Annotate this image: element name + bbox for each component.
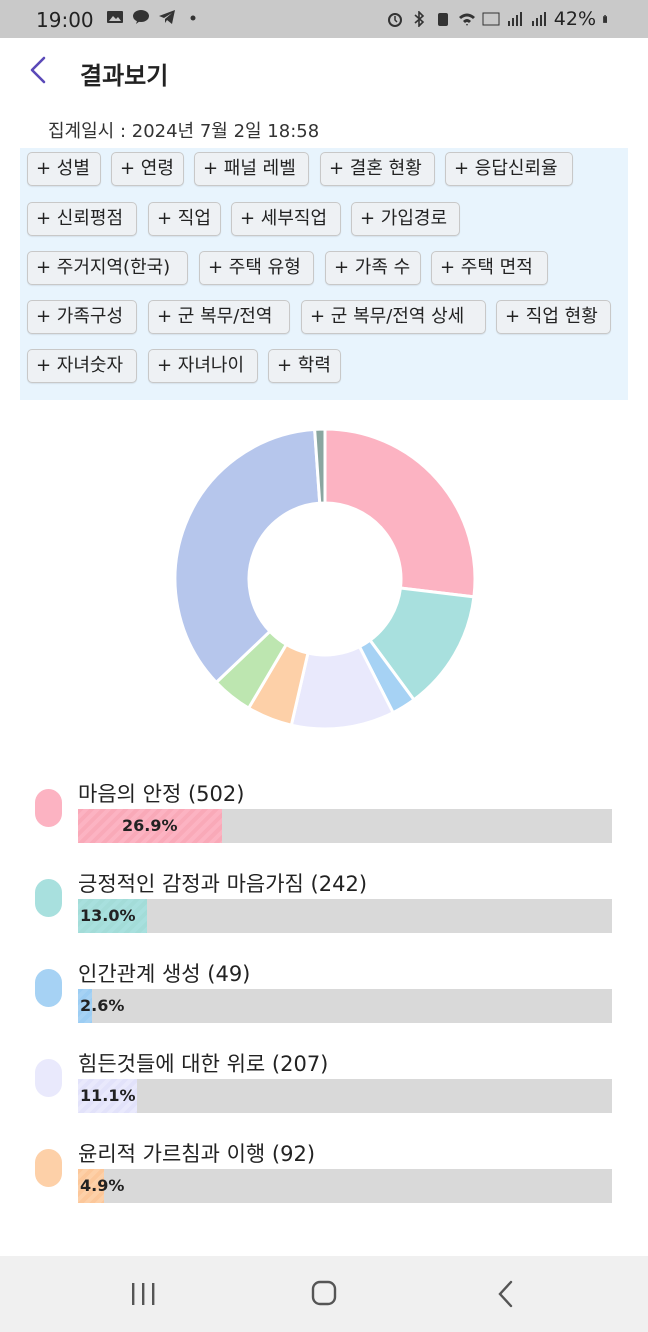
aggregate-datetime: 집계일시 : 2024년 7월 2일 18:58: [48, 121, 320, 142]
filter-chip-house-area[interactable]: + 주택 면적: [431, 251, 548, 285]
percent-bar-track: 11.1%: [78, 1079, 612, 1113]
filter-chip-job[interactable]: + 직업: [148, 202, 221, 236]
more-notifications-icon: [190, 15, 196, 21]
filter-chip-children-count[interactable]: + 자녀숫자: [27, 349, 137, 383]
percent-bar-track: 26.9%: [78, 809, 612, 843]
battery-percent: 42%: [553, 8, 596, 30]
gallery-icon: [107, 11, 123, 23]
home-icon[interactable]: [304, 1276, 344, 1312]
percent-bar-fill: [78, 899, 148, 933]
legend-label: 힘든것들에 대한 위로 (207): [78, 1052, 329, 1076]
percent-bar-track: 13.0%: [78, 899, 612, 933]
back-arrow-icon[interactable]: [24, 52, 54, 88]
page-title: 결과보기: [80, 62, 169, 90]
percent-text: 4.9%: [80, 1176, 125, 1195]
legend-color-dot: [35, 1059, 62, 1097]
filter-chip-house-type[interactable]: + 주택 유형: [199, 251, 314, 285]
filter-chip-marital-status[interactable]: + 결혼 현황: [320, 152, 435, 186]
alarm-icon: [387, 13, 402, 27]
status-time: 19:00: [36, 8, 94, 32]
legend-label: 마음의 안정 (502): [78, 782, 245, 806]
percent-text: 11.1%: [80, 1086, 136, 1105]
app-bar: 결과보기: [0, 38, 648, 104]
volte-lte-icon: [482, 12, 500, 26]
legend-label: 긍정적인 감정과 마음가짐 (242): [78, 872, 368, 896]
filter-chip-panel: + 성별 + 연령 + 패널 레벨 + 결혼 현황 + 응답신뢰율 + 신뢰평점…: [20, 148, 628, 400]
percent-bar-track: 4.9%: [78, 1169, 612, 1203]
notification-icons: [106, 9, 202, 25]
percent-text: 13.0%: [80, 906, 136, 925]
legend-color-dot: [35, 789, 62, 827]
percent-bar-fill: [78, 809, 222, 843]
percent-bar-fill: [78, 989, 92, 1023]
wifi-icon: [458, 13, 475, 26]
signal-icon: [507, 12, 522, 26]
filter-chip-panel-level[interactable]: + 패널 레벨: [194, 152, 309, 186]
percent-bar-track: 2.6%: [78, 989, 612, 1023]
filter-chip-education[interactable]: + 학력: [268, 349, 341, 383]
filter-chip-military-service-detail[interactable]: + 군 복무/전역 상세: [301, 300, 486, 334]
percent-text: 2.6%: [80, 996, 125, 1015]
filter-chip-children-age[interactable]: + 자녀나이: [148, 349, 258, 383]
filter-chip-residence-region[interactable]: + 주거지역(한국): [27, 251, 188, 285]
filter-chip-response-reliability[interactable]: + 응답신뢰율: [445, 152, 573, 186]
signal-icon-2: [531, 12, 546, 26]
filter-chip-gender[interactable]: + 성별: [27, 152, 101, 186]
legend-label: 윤리적 가르침과 이행 (92): [78, 1142, 316, 1166]
percent-text: 26.9%: [122, 816, 178, 835]
percent-bar-fill: [78, 1079, 138, 1113]
filter-chip-family-composition[interactable]: + 가족구성: [27, 300, 137, 334]
filter-chip-trust-rating[interactable]: + 신뢰평점: [27, 202, 137, 236]
filter-chip-military-service[interactable]: + 군 복무/전역: [148, 300, 290, 334]
back-nav-icon[interactable]: [486, 1276, 526, 1312]
status-bar: 19:00 42%: [0, 0, 648, 38]
battery-icon: [603, 15, 607, 23]
telegram-icon: [159, 10, 175, 24]
bluetooth-icon: [414, 11, 424, 27]
legend-color-dot: [35, 1149, 62, 1187]
filter-chip-employment-status[interactable]: + 직업 현황: [496, 300, 611, 334]
filter-chip-family-size[interactable]: + 가족 수: [325, 251, 421, 285]
donut-slice-7: [313, 428, 327, 505]
filter-chip-age[interactable]: + 연령: [111, 152, 184, 186]
recent-apps-icon[interactable]: [123, 1276, 163, 1312]
percent-bar-fill: [78, 1169, 105, 1203]
system-icons: 42%: [386, 8, 612, 30]
battery-saver-icon: [437, 13, 448, 26]
filter-chip-signup-path[interactable]: + 가입경로: [351, 202, 460, 236]
legend-color-dot: [35, 969, 62, 1007]
donut-slice-6: [174, 428, 322, 685]
legend-label: 인간관계 생성 (49): [78, 962, 251, 986]
chat-talk-icon: [133, 10, 149, 24]
donut-slice-0: [323, 428, 476, 599]
legend-color-dot: [35, 879, 62, 917]
donut-chart: [174, 428, 476, 730]
system-nav-bar: [0, 1256, 648, 1332]
filter-chip-job-detail[interactable]: + 세부직업: [231, 202, 341, 236]
